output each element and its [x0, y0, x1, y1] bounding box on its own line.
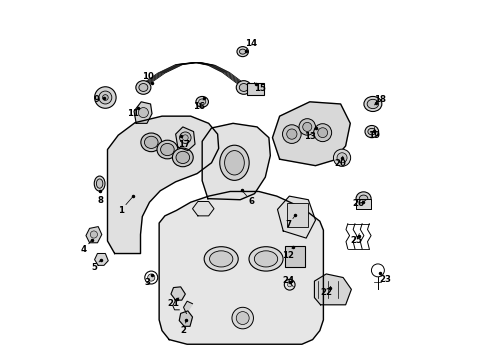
Text: 21: 21 — [167, 299, 179, 308]
Ellipse shape — [363, 96, 381, 112]
Ellipse shape — [136, 81, 151, 94]
Text: 12: 12 — [282, 251, 294, 260]
Ellipse shape — [367, 129, 375, 135]
Circle shape — [231, 307, 253, 329]
Text: 17: 17 — [178, 140, 190, 149]
Polygon shape — [175, 127, 195, 150]
Ellipse shape — [248, 247, 283, 271]
Bar — [355, 199, 370, 210]
Text: 20: 20 — [334, 159, 346, 168]
Text: 19: 19 — [367, 131, 380, 140]
Polygon shape — [277, 196, 315, 238]
Text: 8: 8 — [97, 196, 103, 205]
Ellipse shape — [359, 195, 367, 202]
Circle shape — [302, 122, 311, 131]
Text: 26: 26 — [352, 199, 364, 208]
Ellipse shape — [139, 84, 147, 91]
Ellipse shape — [239, 49, 245, 54]
Text: 3: 3 — [144, 278, 150, 287]
Text: 1: 1 — [118, 206, 123, 215]
Circle shape — [236, 312, 249, 324]
Polygon shape — [183, 301, 192, 314]
Circle shape — [336, 153, 346, 163]
Polygon shape — [86, 226, 102, 243]
Polygon shape — [171, 287, 185, 300]
Polygon shape — [179, 311, 192, 326]
Text: 14: 14 — [244, 39, 257, 48]
Ellipse shape — [144, 136, 158, 148]
Text: 13: 13 — [303, 132, 315, 141]
Ellipse shape — [366, 99, 378, 109]
Text: 24: 24 — [282, 276, 294, 285]
Ellipse shape — [160, 143, 174, 156]
Circle shape — [138, 108, 148, 118]
Text: 23: 23 — [378, 275, 390, 284]
Text: 11: 11 — [126, 109, 138, 118]
Polygon shape — [272, 102, 349, 166]
Polygon shape — [202, 123, 270, 200]
Ellipse shape — [172, 148, 193, 167]
Circle shape — [286, 129, 296, 139]
Text: 10: 10 — [142, 72, 154, 81]
Ellipse shape — [96, 179, 102, 188]
Circle shape — [99, 91, 112, 104]
Text: 15: 15 — [253, 84, 265, 93]
Ellipse shape — [203, 247, 238, 271]
Ellipse shape — [176, 151, 189, 163]
Circle shape — [102, 95, 108, 100]
Text: 9: 9 — [94, 95, 100, 104]
Ellipse shape — [236, 81, 251, 94]
Ellipse shape — [219, 145, 249, 180]
Bar — [247, 83, 264, 95]
Polygon shape — [94, 253, 108, 265]
Circle shape — [182, 135, 188, 140]
Text: 2: 2 — [180, 326, 186, 335]
Ellipse shape — [198, 99, 205, 105]
Polygon shape — [314, 274, 351, 305]
Ellipse shape — [237, 46, 248, 57]
Ellipse shape — [157, 140, 178, 159]
Circle shape — [94, 87, 116, 108]
Circle shape — [90, 231, 97, 238]
Circle shape — [333, 149, 350, 166]
Ellipse shape — [224, 150, 244, 175]
Text: 22: 22 — [320, 288, 331, 297]
Circle shape — [298, 119, 315, 135]
Ellipse shape — [239, 84, 248, 91]
Polygon shape — [107, 116, 218, 253]
Circle shape — [313, 124, 331, 141]
Ellipse shape — [254, 251, 277, 267]
Bar — [286, 203, 307, 227]
Circle shape — [282, 125, 301, 143]
Text: 16: 16 — [192, 102, 204, 111]
Circle shape — [317, 128, 327, 138]
Polygon shape — [159, 192, 323, 344]
Ellipse shape — [141, 133, 162, 152]
Ellipse shape — [209, 251, 232, 267]
Text: 4: 4 — [81, 246, 87, 255]
Circle shape — [179, 132, 191, 143]
Circle shape — [287, 283, 291, 287]
Text: 18: 18 — [373, 95, 385, 104]
Circle shape — [147, 274, 155, 281]
Polygon shape — [134, 102, 152, 123]
Ellipse shape — [196, 96, 208, 107]
Text: 7: 7 — [285, 220, 291, 229]
Text: 6: 6 — [248, 197, 254, 206]
Ellipse shape — [355, 192, 370, 206]
Ellipse shape — [364, 126, 378, 138]
Ellipse shape — [94, 176, 105, 191]
Polygon shape — [192, 202, 214, 216]
Text: 25: 25 — [350, 237, 362, 246]
Text: 5: 5 — [91, 264, 97, 273]
Bar — [284, 246, 305, 267]
